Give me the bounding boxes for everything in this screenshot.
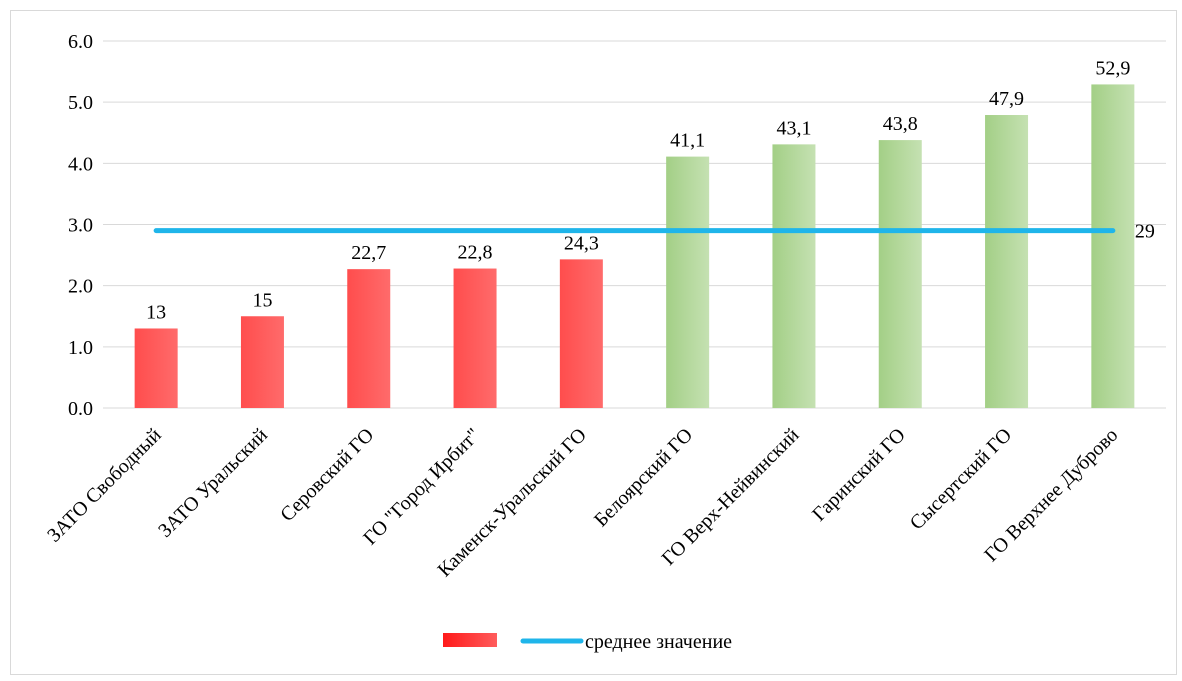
- bar: [453, 268, 497, 408]
- data-label: 52,9: [1095, 57, 1130, 79]
- x-tick-label: ЗАТО Свободный: [43, 424, 166, 547]
- y-tick-label: 5.0: [68, 92, 93, 114]
- y-tick-label: 3.0: [68, 215, 93, 237]
- x-tick-label: Гаринский ГО: [808, 424, 910, 526]
- x-tick-label: ГО "Город Ирбит": [359, 424, 484, 549]
- data-label: 41,1: [670, 130, 705, 152]
- x-tick-label: Белоярский ГО: [590, 424, 697, 531]
- legend-bar-swatch: [443, 633, 497, 647]
- bar: [985, 115, 1029, 409]
- y-tick-label: 2.0: [68, 276, 93, 298]
- data-label: 22,8: [458, 242, 493, 264]
- y-tick-label: 6.0: [68, 31, 93, 53]
- data-label: 47,9: [989, 88, 1024, 110]
- data-label: 15: [252, 289, 272, 311]
- data-label: 43,1: [776, 117, 811, 139]
- bar: [878, 140, 922, 408]
- bar: [1091, 84, 1135, 408]
- bar: [134, 328, 178, 408]
- bar-chart: 0.0 1.0 2.0 3.0 4.0 5.0 6.0 13 ЗАТО Свободный 15 З…: [43, 31, 1166, 653]
- bar: [347, 269, 391, 408]
- bar: [666, 156, 710, 408]
- legend: среднее значение: [443, 631, 732, 653]
- y-tick-label: 4.0: [68, 153, 93, 175]
- bars: [134, 84, 1135, 409]
- chart-frame: 0.0 1.0 2.0 3.0 4.0 5.0 6.0 13 ЗАТО Свободный 15 З…: [10, 10, 1177, 675]
- y-tick-label: 0.0: [68, 398, 93, 420]
- x-tick-label: ЗАТО Уральский: [154, 424, 272, 542]
- bar: [772, 144, 816, 408]
- x-tick-label: Серовский ГО: [276, 424, 378, 526]
- data-label: 24,3: [564, 232, 599, 254]
- data-label: 13: [146, 301, 166, 323]
- y-tick-label: 1.0: [68, 337, 93, 359]
- legend-line-label: среднее значение: [585, 631, 732, 653]
- bar: [559, 259, 603, 408]
- x-tick-label: Сысертский ГО: [906, 424, 1016, 534]
- data-label: 22,7: [351, 242, 386, 264]
- bar: [240, 316, 284, 408]
- average-line-label: 29: [1135, 221, 1155, 243]
- data-label: 43,8: [883, 113, 918, 135]
